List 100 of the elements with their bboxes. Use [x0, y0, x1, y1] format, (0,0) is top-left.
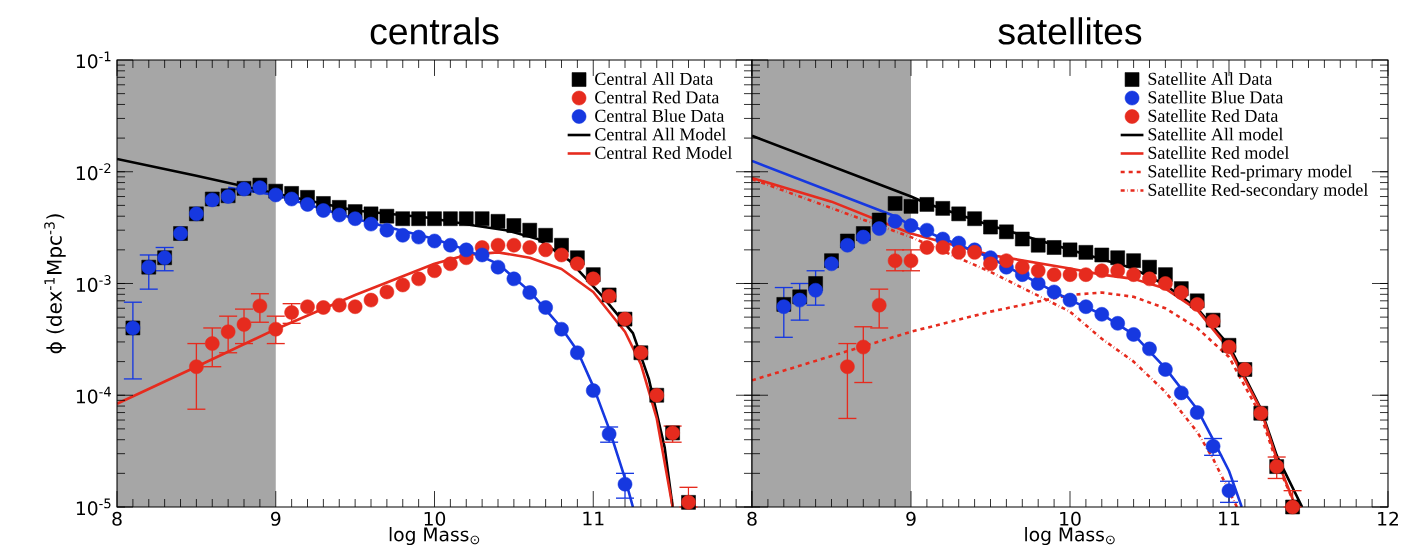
point	[1110, 263, 1125, 279]
point	[316, 203, 331, 218]
point	[347, 211, 363, 226]
point	[808, 282, 823, 298]
point	[379, 284, 395, 300]
point	[983, 219, 998, 235]
y-tick-label: 10$^{-5}$	[76, 498, 111, 516]
point	[490, 237, 506, 253]
point	[363, 216, 379, 232]
point	[395, 277, 411, 293]
point	[268, 321, 284, 337]
legend-label: Satellite Blue Data	[1148, 90, 1284, 104]
point	[474, 211, 490, 226]
point	[1078, 267, 1094, 282]
x-tick-label: 8	[747, 511, 757, 526]
point	[427, 263, 442, 279]
point	[1174, 385, 1189, 401]
point	[379, 222, 395, 238]
point	[871, 221, 887, 236]
legend-label: Satellite Red model	[1148, 146, 1290, 159]
point	[252, 298, 268, 314]
point	[1094, 247, 1110, 263]
point	[490, 214, 506, 229]
point	[1094, 263, 1110, 279]
point	[395, 211, 411, 226]
point	[538, 228, 553, 243]
x-tick-label: 11	[1219, 511, 1240, 526]
point	[585, 383, 601, 398]
point	[1189, 405, 1205, 420]
point	[1062, 267, 1078, 282]
point	[1078, 245, 1094, 260]
point	[1094, 307, 1110, 322]
point	[1046, 284, 1062, 300]
point	[903, 218, 919, 233]
point	[1062, 242, 1078, 258]
point	[554, 321, 569, 337]
point	[840, 359, 855, 374]
point	[919, 240, 935, 255]
point	[887, 196, 903, 211]
y-tick-label: 10$^{-1}$	[76, 51, 111, 69]
point	[331, 207, 347, 223]
chart-title: satellites	[998, 17, 1142, 45]
point	[538, 242, 553, 258]
point	[1174, 285, 1189, 300]
x-axis-title: log Mass$_{⊙}$	[1025, 526, 1115, 546]
point	[427, 211, 442, 226]
point	[1126, 327, 1141, 342]
point	[903, 199, 919, 214]
legend-label: Central Blue Data	[595, 109, 725, 122]
point	[1015, 259, 1030, 275]
point	[1221, 483, 1237, 498]
point	[999, 253, 1014, 268]
point	[411, 271, 426, 287]
point	[1030, 263, 1046, 279]
y-tick-label: 10$^{-3}$	[76, 275, 111, 292]
point	[443, 211, 458, 226]
x-tick-label: 12	[1378, 511, 1398, 526]
point	[363, 292, 379, 308]
point	[554, 247, 569, 263]
legend-label: Central All Model	[595, 127, 727, 141]
legend-label: Central Red Model	[595, 146, 733, 159]
point	[331, 297, 347, 313]
y-tick-label: 10$^{-2}$	[76, 163, 111, 181]
point	[935, 240, 951, 255]
point	[379, 208, 395, 224]
point	[1046, 240, 1062, 255]
point	[1030, 276, 1046, 291]
y-tick-label: 10$^{-4}$	[76, 386, 111, 404]
point	[935, 201, 951, 216]
point	[983, 256, 998, 272]
chart-title: centrals	[370, 17, 499, 45]
point	[617, 476, 633, 492]
point	[506, 271, 522, 287]
point	[951, 245, 966, 260]
point	[458, 211, 474, 226]
point	[919, 197, 935, 212]
point	[347, 299, 363, 314]
point	[1189, 297, 1205, 312]
point	[474, 247, 490, 263]
legend-label: Central All Data	[595, 72, 714, 85]
legend-label: Satellite Red-primary model	[1148, 164, 1353, 182]
point	[1158, 362, 1173, 377]
point	[919, 222, 935, 238]
point	[522, 240, 538, 255]
point	[840, 237, 855, 253]
x-axis-title: log Mass$_{⊙}$	[389, 526, 480, 546]
point	[856, 339, 871, 355]
point	[871, 297, 887, 313]
point	[300, 197, 315, 212]
point	[1078, 299, 1094, 314]
point	[538, 300, 553, 315]
point	[268, 187, 284, 203]
point	[887, 214, 903, 229]
x-tick-label: 8	[112, 511, 122, 526]
point	[522, 222, 538, 238]
point	[506, 218, 522, 233]
point	[1158, 276, 1173, 291]
point	[395, 228, 411, 243]
point	[411, 229, 426, 245]
legend-label: Satellite Red-secondary model	[1148, 183, 1368, 200]
